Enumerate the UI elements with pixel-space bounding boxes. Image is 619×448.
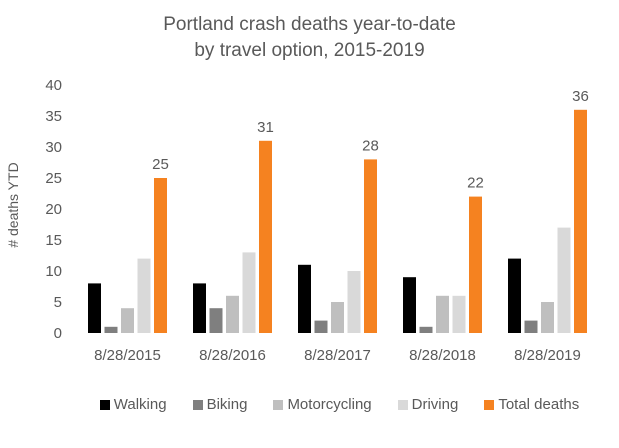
chart-title: Portland crash deaths year-to-date [163,14,456,35]
y-tick-label: 35 [45,108,62,125]
legend-label: Walking [113,396,167,413]
bar-biking [419,326,433,333]
bar-driving [137,258,151,333]
y-tick-label: 10 [45,263,62,280]
x-tick-label: 8/28/2016 [199,347,266,364]
y-tick-label: 20 [45,201,62,218]
legend-swatch [99,399,110,410]
bar-motorcycling [436,295,449,333]
legend: Walking Biking Motorcycling Driving Total de… [0,396,619,413]
data-label: 28 [362,137,379,154]
legend-item: Walking [99,396,167,413]
legend-swatch [273,399,284,410]
bars: 25 31 28 22 36 [88,88,589,333]
bar-driving [452,295,466,333]
bar-driving [557,227,571,333]
bar-motorcycling [121,308,134,333]
legend-item: Total deaths [484,396,579,413]
y-tick-label: 25 [45,170,62,187]
bar-motorcycling [541,302,554,333]
y-axis-ticks: 0 5 10 15 20 25 30 35 40 [45,77,62,342]
bar-driving [242,252,256,333]
x-tick-label: 8/28/2015 [94,347,161,364]
legend-swatch [484,399,495,410]
legend-label: Total deaths [498,396,580,413]
legend-item: Motorcycling [273,396,372,413]
legend-label: Biking [206,396,248,413]
data-label: 22 [467,175,484,192]
bar-walking [403,277,416,333]
bar-driving [347,271,361,333]
y-tick-label: 15 [45,232,62,249]
bar-walking [298,264,311,333]
bar-chart: 0 5 10 15 20 25 30 35 40 # deaths YTD 25 31 28 22 36… [5,77,589,364]
legend-swatch [192,399,203,410]
bar-total-deaths [154,178,167,333]
bar-biking [524,320,538,333]
chart-subtitle: by travel option, 2015-2019 [194,40,425,61]
bar-walking [88,283,101,333]
bar-motorcycling [226,295,239,333]
data-label: 31 [257,119,274,136]
bar-walking [508,258,521,333]
legend-label: Driving [411,396,459,413]
x-tick-label: 8/28/2019 [514,347,581,364]
legend-item: Driving [397,396,459,413]
bar-total-deaths [364,159,377,333]
bar-biking [209,308,223,333]
y-tick-label: 30 [45,139,62,156]
bar-biking [104,326,118,333]
legend-label: Motorcycling [287,396,372,413]
bar-total-deaths [574,109,587,333]
data-label: 36 [572,88,589,105]
legend-swatch [397,399,408,410]
data-label: 25 [152,156,169,173]
bar-total-deaths [469,196,482,333]
x-tick-label: 8/28/2018 [409,347,476,364]
y-tick-label: 5 [54,294,62,311]
x-axis-ticks: 8/28/2015 8/28/2016 8/28/2017 8/28/2018 8/28… [94,347,581,364]
bar-walking [193,283,206,333]
y-tick-label: 40 [45,77,62,94]
bar-total-deaths [259,140,272,333]
y-tick-label: 0 [54,325,62,342]
y-axis-label: # deaths YTD [5,162,21,247]
x-tick-label: 8/28/2017 [304,347,371,364]
bar-biking [314,320,328,333]
bar-motorcycling [331,302,344,333]
legend-item: Biking [192,396,248,413]
